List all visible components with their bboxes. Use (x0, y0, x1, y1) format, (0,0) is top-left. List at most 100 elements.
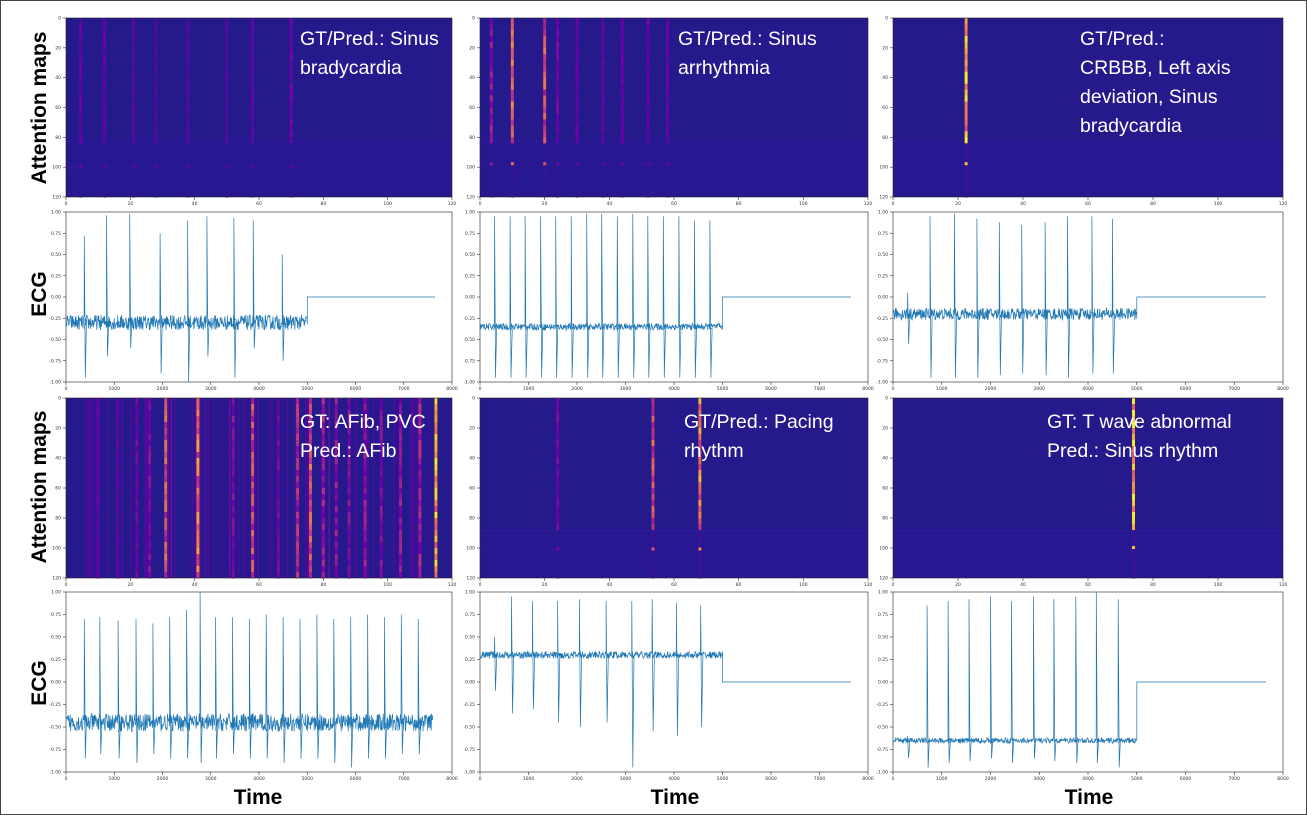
heatmap-hot-cell (196, 554, 199, 561)
heatmap-hot-cell (647, 155, 650, 161)
heatmap-hot-cell (116, 476, 119, 483)
heatmap-hot-cell (364, 404, 367, 411)
heatmap-hot-cell (418, 440, 421, 447)
heatmap-hot-cell (601, 179, 604, 185)
heatmap-hot-cell (380, 572, 383, 579)
heatmap-hot-cell (103, 173, 106, 179)
heatmap-hot-cell (647, 30, 650, 36)
panel-attn-4: 0 20 40 60 80 100 120020406080100120GT: AFib, … (52, 396, 456, 589)
heatmap-hot-cell (698, 482, 701, 489)
heatmap-hot-cell (296, 464, 299, 471)
heatmap-hot-cell (601, 36, 604, 42)
heatmap-hot-cell (335, 560, 338, 567)
heatmap-hot-cell (103, 66, 106, 72)
heatmap-hot-cell (277, 548, 280, 555)
heatmap-hot-cell (348, 536, 351, 543)
heatmap-hot-cell (103, 131, 106, 137)
heatmap-hot-cell (277, 458, 280, 465)
heatmap-hot-cell (187, 119, 190, 125)
heatmap-hot-cell (290, 191, 293, 197)
x-tick-label: 8000 (446, 386, 458, 392)
x-tick-label: 120 (864, 201, 873, 207)
heatmap-hot-cell (296, 572, 299, 579)
heatmap-hot-cell (296, 452, 299, 459)
heatmap-hot-cell (155, 84, 158, 90)
heatmap-hot-cell (666, 54, 669, 60)
x-tick-label: 60 (256, 201, 262, 207)
heatmap-hot-cell (251, 452, 254, 459)
heatmap-hot-cell (418, 398, 421, 405)
heatmap-hot-cell (652, 482, 655, 489)
heatmap-hot-cell (399, 398, 402, 405)
heatmap-hot-cell (277, 524, 280, 531)
heatmap-hot-cell (116, 494, 119, 501)
heatmap-hot-cell (116, 566, 119, 573)
heatmap-hot-cell (418, 458, 421, 465)
heatmap-hot-cell (225, 173, 228, 179)
heatmap-hot-cell (698, 476, 701, 483)
heatmap-hot-cell (322, 500, 325, 507)
heatmap-hot-cell (348, 470, 351, 477)
heatmap-hot-cell (251, 482, 254, 489)
heatmap-hot-cell (601, 143, 604, 149)
heatmap-hot-cell (380, 566, 383, 573)
heatmap-hot-cell (698, 470, 701, 477)
heatmap-hot-cell (97, 446, 100, 453)
heatmap-hot-cell (965, 72, 968, 78)
heatmap-hot-cell (647, 42, 650, 48)
heatmap-hot-cell (135, 404, 138, 411)
heatmap-hot-cell (576, 102, 579, 108)
heatmap-hot-cell (647, 18, 650, 24)
x-tick-label: 2000 (571, 776, 583, 782)
heatmap-hot-cell (135, 560, 138, 567)
x-tick-label: 100 (799, 582, 808, 588)
x-tick-label: 2000 (157, 386, 169, 392)
heatmap-hot-cell (103, 24, 106, 30)
heatmap-hot-cell (434, 476, 437, 483)
heatmap-hot-cell (364, 494, 367, 501)
heatmap-hot-cell (196, 458, 199, 465)
heatmap-hot-cell (225, 18, 228, 24)
heatmap-hot-cell (621, 191, 624, 197)
y-tick-label: 0.00 (465, 680, 475, 686)
heatmap-hot-cell (399, 512, 402, 519)
x-tick-label: 40 (1020, 201, 1026, 207)
heatmap-hot-cell (148, 482, 151, 489)
heatmap-hot-cell (135, 464, 138, 471)
x-axis-label-col-1: Time (234, 786, 283, 810)
heatmap-hot-cell (79, 131, 82, 137)
heatmap-hot-cell (164, 434, 167, 441)
heatmap-hot-cell (97, 440, 100, 447)
heatmap-hot-cell (418, 566, 421, 573)
heatmap-hot-cell (543, 179, 546, 185)
heatmap-hot-cell (576, 78, 579, 84)
heatmap-hot-cell (601, 66, 604, 72)
heatmap-hot-cell (348, 404, 351, 411)
heatmap-hot-cell (511, 149, 514, 155)
heatmap-hot-cell (164, 542, 167, 549)
heatmap-hot-cell (652, 446, 655, 453)
heatmap-hot-cell (132, 191, 135, 197)
heatmap-hot-cell (251, 125, 254, 131)
heatmap-hot-cell (652, 428, 655, 435)
heatmap-hot-cell (79, 18, 82, 24)
heatmap-hot-cell (232, 566, 235, 573)
y-tick-label: 100 (466, 546, 475, 552)
heatmap-hot-cell (418, 536, 421, 543)
heatmap-hot-cell (490, 24, 493, 30)
x-tick-label: 5000 (717, 776, 729, 782)
y-tick-label: 60 (469, 486, 475, 492)
heatmap-hot-cell (621, 84, 624, 90)
heatmap-hot-cell (576, 30, 579, 36)
heatmap-hot-cell (277, 530, 280, 537)
heatmap-hot-cell (348, 530, 351, 537)
heatmap-hot-cell (556, 155, 559, 161)
x-tick-label: 1000 (109, 386, 121, 392)
heatmap-hot-cell (296, 542, 299, 549)
annotation-line: GT/Pred.: Sinus (300, 28, 439, 50)
heatmap-hot-cell (621, 167, 624, 173)
heatmap-column (257, 398, 259, 578)
heatmap-hot-cell (418, 572, 421, 579)
heatmap-hot-cell (576, 90, 579, 96)
heatmap-hot-cell (97, 428, 100, 435)
